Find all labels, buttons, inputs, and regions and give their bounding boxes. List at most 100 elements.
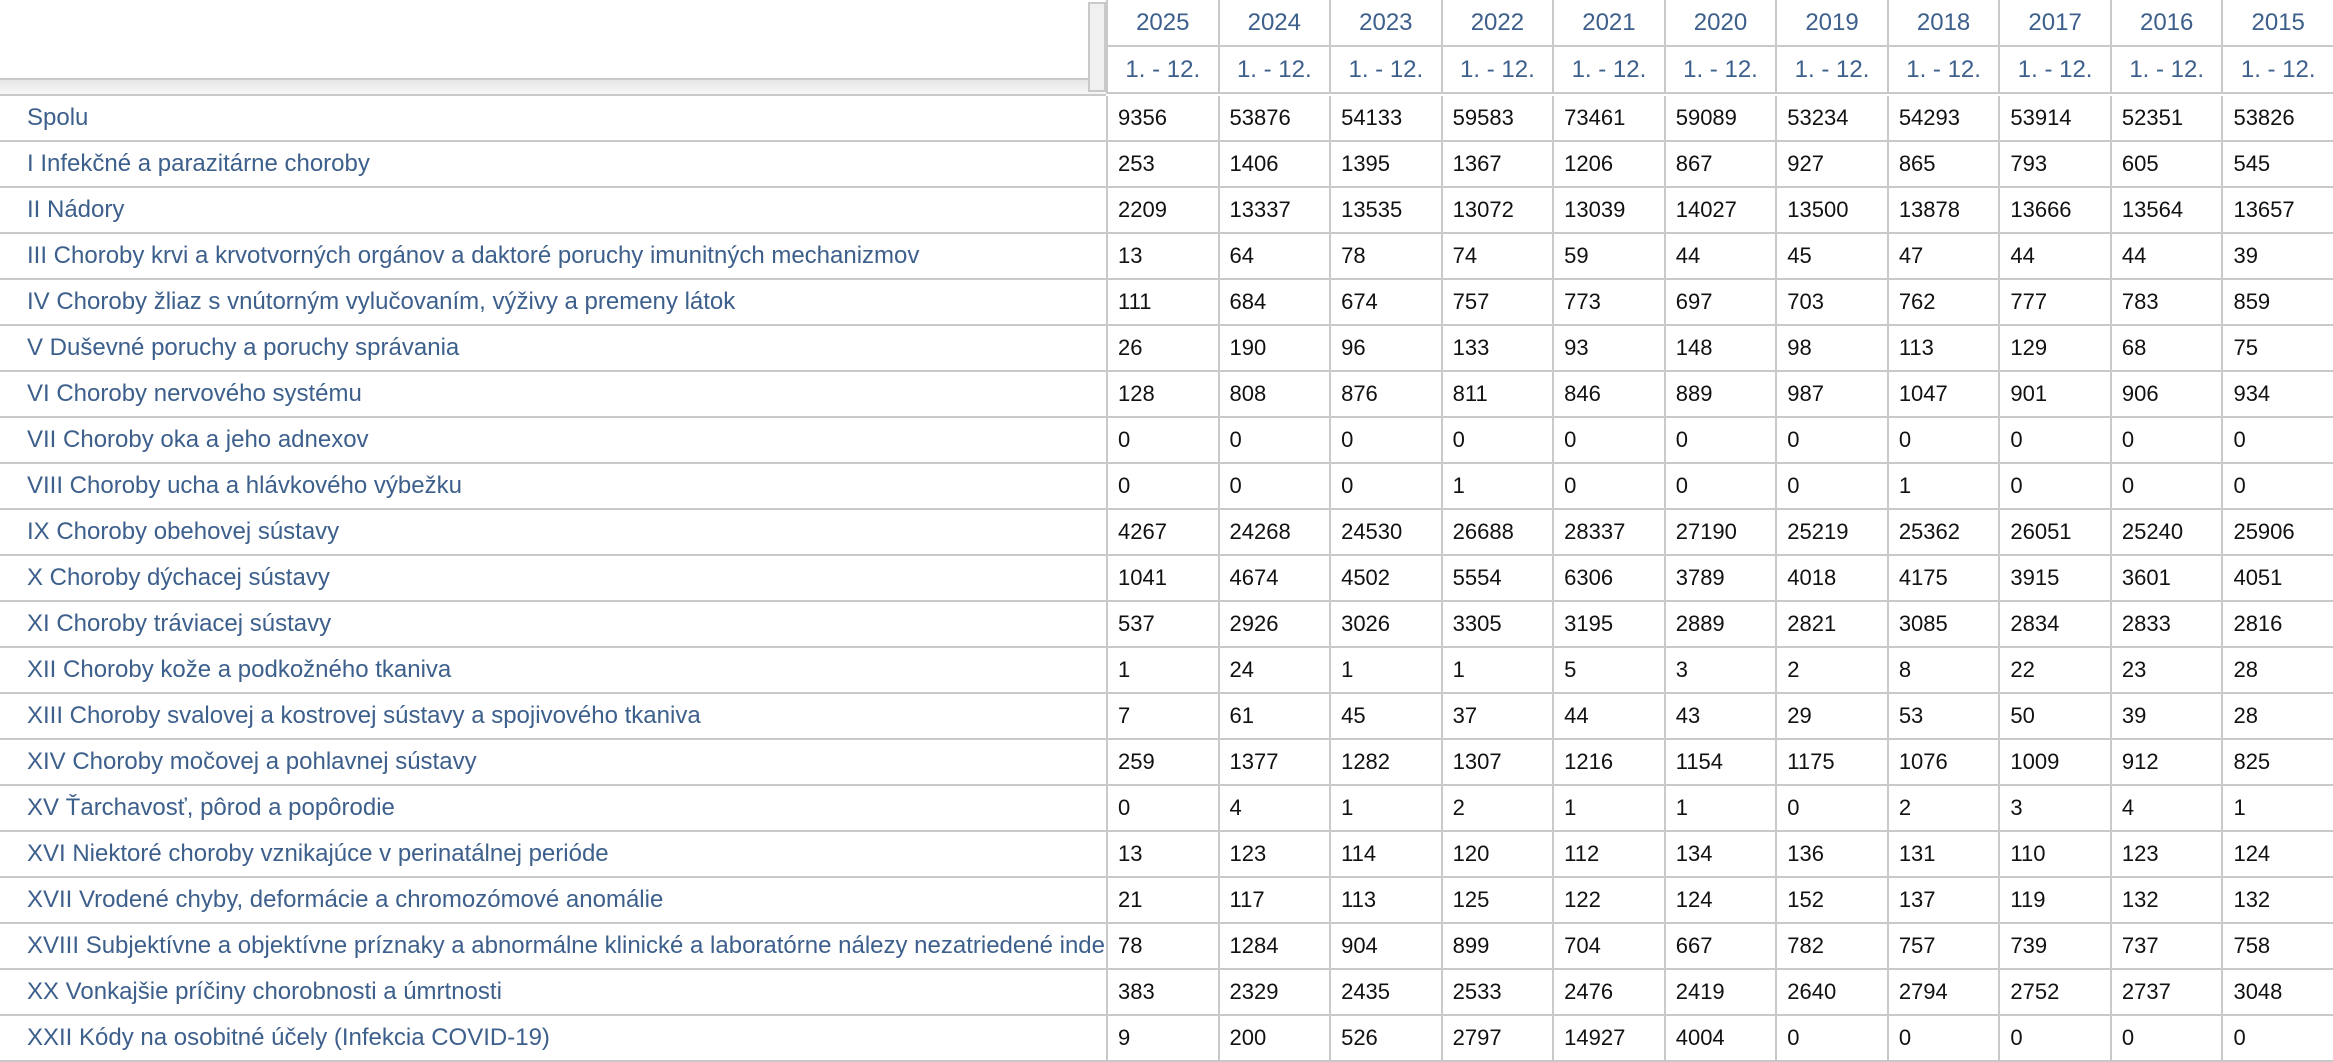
value-cell: 3915 — [1998, 556, 2110, 602]
value-cell: 4004 — [1663, 1016, 1776, 1062]
value-cell: 123 — [2109, 832, 2222, 878]
value-cell: 758 — [2221, 924, 2333, 970]
value-cell: 4267 — [1106, 510, 1218, 556]
value-cell: 0 — [2221, 1016, 2333, 1062]
value-cell: 78 — [1106, 924, 1218, 970]
value-cell: 13564 — [2109, 188, 2222, 234]
value-cell: 25906 — [2221, 510, 2333, 556]
value-cell: 0 — [1775, 464, 1887, 510]
period-header: 1. - 12. — [2109, 47, 2222, 94]
period-header: 1. - 12. — [1663, 47, 1776, 94]
value-cell: 808 — [1217, 372, 1330, 418]
value-cell: 0 — [1775, 1016, 1887, 1062]
value-cell: 26 — [1106, 326, 1218, 372]
value-cell: 1 — [1440, 464, 1553, 510]
value-cell: 253 — [1106, 142, 1218, 188]
value-cell: 2926 — [1217, 602, 1330, 648]
value-cell: 53234 — [1775, 96, 1887, 142]
row-label: XIII Choroby svalovej a kostrovej sústav… — [0, 694, 1106, 740]
value-cell: 667 — [1663, 924, 1776, 970]
value-cell: 111 — [1106, 280, 1218, 326]
value-cell: 737 — [2109, 924, 2222, 970]
value-cell: 383 — [1106, 970, 1218, 1016]
value-cell: 0 — [2109, 418, 2222, 464]
period-header: 1. - 12. — [1329, 47, 1441, 94]
value-cell: 13039 — [1552, 188, 1664, 234]
value-cell: 793 — [1998, 142, 2110, 188]
value-cell: 98 — [1775, 326, 1887, 372]
value-cell: 846 — [1552, 372, 1664, 418]
year-header: 2019 — [1775, 0, 1887, 47]
value-cell: 50 — [1998, 694, 2110, 740]
value-cell: 28 — [2221, 648, 2333, 694]
value-cell: 0 — [1552, 464, 1664, 510]
value-cell: 3601 — [2109, 556, 2222, 602]
value-cell: 23 — [2109, 648, 2222, 694]
value-cell: 8 — [1886, 648, 1999, 694]
value-cell: 26051 — [1998, 510, 2110, 556]
value-cell: 2821 — [1775, 602, 1887, 648]
value-cell: 24268 — [1217, 510, 1330, 556]
value-cell: 2 — [1886, 786, 1999, 832]
value-cell: 59 — [1552, 234, 1664, 280]
value-cell: 1076 — [1886, 740, 1999, 786]
value-cell: 0 — [1217, 418, 1330, 464]
value-cell: 27190 — [1663, 510, 1776, 556]
value-cell: 9 — [1106, 1016, 1218, 1062]
value-cell: 0 — [1775, 786, 1887, 832]
value-cell: 3048 — [2221, 970, 2333, 1016]
row-label: II Nádory — [0, 188, 1106, 234]
value-cell: 96 — [1329, 326, 1441, 372]
header-tab — [1088, 2, 1106, 92]
value-cell: 13500 — [1775, 188, 1887, 234]
value-cell: 4051 — [2221, 556, 2333, 602]
value-cell: 124 — [1663, 878, 1776, 924]
value-cell: 0 — [2109, 1016, 2222, 1062]
value-cell: 912 — [2109, 740, 2222, 786]
value-cell: 52351 — [2109, 96, 2222, 142]
value-cell: 22 — [1998, 648, 2110, 694]
value-cell: 44 — [2109, 234, 2222, 280]
value-cell: 6306 — [1552, 556, 1664, 602]
value-cell: 867 — [1663, 142, 1776, 188]
value-cell: 2640 — [1775, 970, 1887, 1016]
value-cell: 13666 — [1998, 188, 2110, 234]
row-label: VII Choroby oka a jeho adnexov — [0, 418, 1106, 464]
value-cell: 1377 — [1217, 740, 1330, 786]
value-cell: 859 — [2221, 280, 2333, 326]
value-cell: 3 — [1998, 786, 2110, 832]
value-cell: 44 — [1552, 694, 1664, 740]
value-cell: 4175 — [1886, 556, 1999, 602]
value-cell: 0 — [1886, 418, 1999, 464]
value-cell: 43 — [1663, 694, 1776, 740]
value-cell: 3085 — [1886, 602, 1999, 648]
value-cell: 25362 — [1886, 510, 1999, 556]
value-cell: 1009 — [1998, 740, 2110, 786]
value-cell: 1284 — [1217, 924, 1330, 970]
value-cell: 782 — [1775, 924, 1887, 970]
value-cell: 39 — [2109, 694, 2222, 740]
value-cell: 25219 — [1775, 510, 1887, 556]
value-cell: 136 — [1775, 832, 1887, 878]
value-cell: 148 — [1663, 326, 1776, 372]
row-label: V Duševné poruchy a poruchy správania — [0, 326, 1106, 372]
value-cell: 899 — [1440, 924, 1553, 970]
value-cell: 0 — [1329, 464, 1441, 510]
period-header: 1. - 12. — [2221, 47, 2333, 94]
value-cell: 526 — [1329, 1016, 1441, 1062]
value-cell: 59583 — [1440, 96, 1553, 142]
row-label: XXII Kódy na osobitné účely (Infekcia CO… — [0, 1016, 1106, 1062]
value-cell: 0 — [1998, 418, 2110, 464]
period-header: 1. - 12. — [1552, 47, 1664, 94]
value-cell: 74 — [1440, 234, 1553, 280]
value-cell: 0 — [2109, 464, 2222, 510]
value-cell: 2419 — [1663, 970, 1776, 1016]
value-cell: 684 — [1217, 280, 1330, 326]
row-label: Spolu — [0, 96, 1106, 142]
value-cell: 0 — [1217, 464, 1330, 510]
value-cell: 3305 — [1440, 602, 1553, 648]
value-cell: 865 — [1886, 142, 1999, 188]
value-cell: 137 — [1886, 878, 1999, 924]
value-cell: 0 — [1329, 418, 1441, 464]
